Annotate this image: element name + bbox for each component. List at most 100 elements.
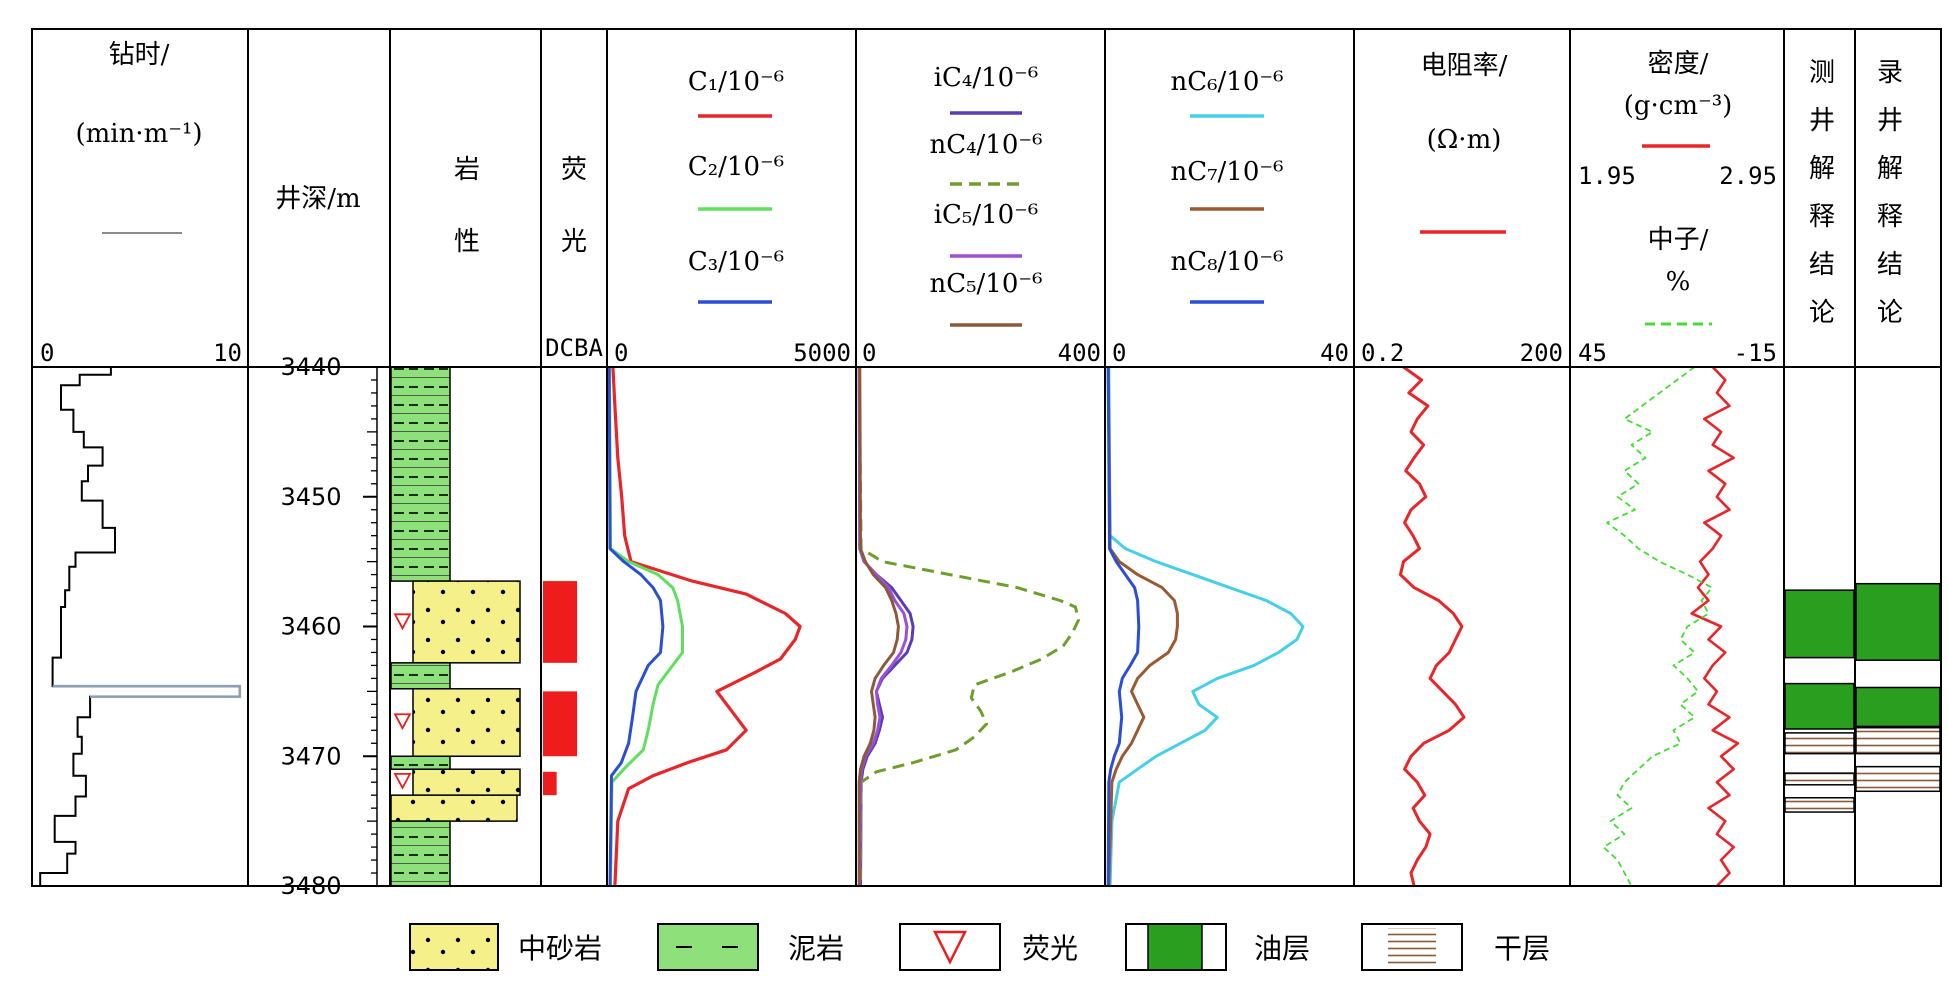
fluorescence-scale: DCBA: [545, 334, 603, 362]
legend-item-fluorescence: 荧光: [899, 923, 1078, 971]
resistivity-title: 电阻率/: [1421, 51, 1508, 81]
ml-oil-layer: [1855, 686, 1941, 728]
legend-dry-fill: [1388, 928, 1436, 966]
drill-time-spike: [52, 684, 242, 698]
neutron-title: 中子/: [1648, 225, 1709, 255]
drill-time-unit: (min·m⁻¹): [75, 119, 202, 149]
header-drill-time: 钻时/ (min·m⁻¹) 0 10: [40, 40, 242, 367]
outer-border: [31, 28, 1942, 887]
curve-nC7: [1106, 366, 1179, 887]
legend-item-dry: 干层: [1361, 923, 1550, 971]
fluorescence-marker-icon: [393, 613, 412, 631]
depth-tick-label: 3460: [280, 613, 341, 641]
density-axis-min: 1.95: [1578, 162, 1636, 190]
wl-oil-layer: [1784, 682, 1855, 730]
depth-tick-label: 3470: [280, 742, 341, 770]
curve-nC6: [1107, 366, 1305, 887]
ml-title-char: 论: [1877, 298, 1903, 328]
resistivity-unit: (Ω·m): [1427, 125, 1502, 155]
gas2-axis-min: 0: [862, 339, 876, 367]
ml-title-char: 释: [1877, 202, 1903, 232]
gas2-axis-max: 400: [1058, 339, 1101, 367]
density-unit: (g·cm⁻³): [1624, 91, 1733, 121]
curve-nC4: [857, 366, 1080, 887]
wl-title-char: 结: [1809, 250, 1835, 280]
c1-label: C₁/10⁻⁶: [688, 67, 784, 97]
legend-swatch-mudstone: [657, 923, 759, 971]
lithology-mudstone: [390, 662, 451, 690]
nc6-label: nC₆/10⁻⁶: [1170, 67, 1283, 97]
lithology-mudstone: [390, 755, 451, 770]
curve-C2: [608, 366, 684, 887]
gas1-axis-min: 0: [614, 339, 628, 367]
fluorescence-marker-icon: [393, 713, 412, 731]
header-gas-2: iC₄/10⁻⁶ nC₄/10⁻⁶ iC₅/10⁻⁶ nC₅/10⁻⁶ 0 40…: [862, 63, 1101, 367]
data-curves: [39, 365, 1740, 887]
nc5-label: nC₅/10⁻⁶: [929, 269, 1042, 299]
header-resistivity: 电阻率/ (Ω·m) 0.2 200: [1361, 51, 1563, 367]
header-gas-1: C₁/10⁻⁶ C₂/10⁻⁶ C₃/10⁻⁶ 0 5000: [614, 67, 851, 367]
lithology-title-char-2: 性: [454, 227, 480, 257]
c3-label: C₃/10⁻⁶: [688, 247, 784, 277]
frame-lines: [31, 28, 1942, 887]
curve-iC4: [857, 366, 915, 887]
depth-title: 井深/m: [275, 184, 360, 214]
header-density: 密度/ (g·cm⁻³) 1.95 2.95 中子/ % 45 -15: [1578, 49, 1777, 367]
ml-title-char: 解: [1877, 154, 1903, 184]
lithology-title-char-1: 岩: [454, 155, 480, 185]
legend-label-sandstone: 中砂岩: [518, 932, 602, 965]
neutron-axis-max: -15: [1734, 339, 1777, 367]
resistivity-axis-max: 200: [1520, 339, 1563, 367]
depth-tick-label: 3450: [280, 483, 341, 511]
curve-iC5: [857, 366, 909, 887]
curve-nC5: [857, 366, 900, 886]
fluorescence-bar: [543, 581, 578, 663]
header-mud-log-interpretation: 录 井 解 释 结 论: [1877, 58, 1903, 328]
lithology-sandstone: [412, 580, 521, 664]
legend: 中砂岩 泥岩 荧光 油层 干层: [409, 923, 1550, 971]
gas1-axis-max: 5000: [793, 339, 851, 367]
density-axis-max: 2.95: [1719, 162, 1777, 190]
fluorescence-title-char-1: 荧: [561, 155, 587, 185]
lithology-mudstone: [390, 820, 451, 887]
nc4-label: nC₄/10⁻⁶: [929, 130, 1042, 160]
ic4-label: iC₄/10⁻⁶: [934, 63, 1039, 93]
curve-res: [1398, 365, 1466, 887]
header-well-log-interpretation: 测 井 解 释 结 论: [1809, 58, 1835, 328]
fluorescence-bar: [543, 691, 578, 757]
neutron-axis-min: 45: [1578, 339, 1607, 367]
wl-dry-layer: [1784, 772, 1855, 786]
nc8-label: nC₈/10⁻⁶: [1170, 247, 1283, 277]
drill-time-axis-min: 0: [40, 339, 54, 367]
ml-title-char: 录: [1877, 58, 1903, 88]
header-gas-3: nC₆/10⁻⁶ nC₇/10⁻⁶ nC₈/10⁻⁶ 0 40: [1112, 67, 1349, 367]
curve-C1: [611, 366, 802, 887]
ml-dry-layer: [1855, 765, 1941, 793]
legend-oil-fill: [1148, 925, 1202, 969]
ml-dry-layer: [1855, 726, 1941, 755]
lithology-mudstone: [390, 366, 451, 582]
fluorescence-bar: [543, 771, 557, 796]
wl-title-char: 井: [1809, 106, 1835, 136]
legend-label-dry: 干层: [1494, 932, 1550, 965]
neutron-unit: %: [1666, 267, 1691, 297]
legend-item-mudstone: 泥岩: [657, 923, 844, 971]
wl-title-char: 测: [1809, 58, 1835, 88]
legend-swatch-sandstone: [409, 923, 499, 971]
lithology-sandstone: [412, 688, 521, 758]
wl-title-char: 解: [1809, 154, 1835, 184]
legend-item-oil: 油层: [1125, 923, 1310, 971]
curve-nC8: [1106, 366, 1141, 887]
legend-label-mudstone: 泥岩: [788, 932, 844, 965]
curve-neutron: [1602, 366, 1713, 887]
ml-title-char: 井: [1877, 106, 1903, 136]
density-title: 密度/: [1648, 49, 1709, 79]
resistivity-axis-min: 0.2: [1361, 339, 1404, 367]
drill-time-title: 钻时/: [109, 40, 170, 70]
fluorescence-title-char-2: 光: [561, 227, 587, 257]
nc7-label: nC₇/10⁻⁶: [1170, 157, 1283, 187]
curve-C3: [607, 366, 665, 887]
ic5-label: iC₅/10⁻⁶: [934, 200, 1039, 230]
